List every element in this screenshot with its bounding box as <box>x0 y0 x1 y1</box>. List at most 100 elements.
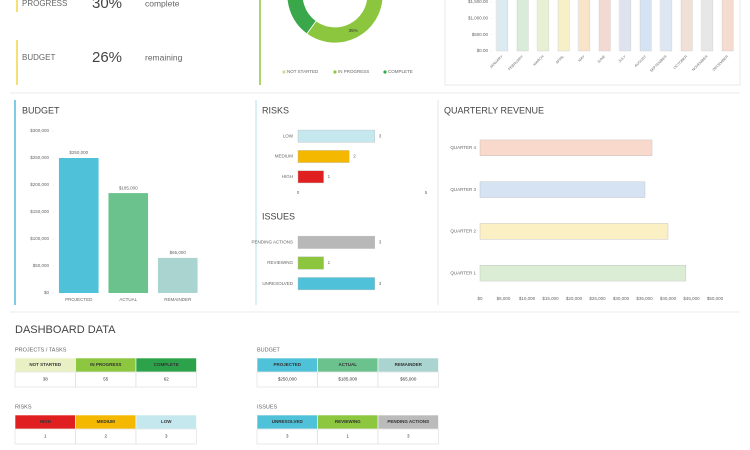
value-text: 3 <box>165 434 168 439</box>
value-cell <box>377 371 439 388</box>
x-tick-label: OCTOBER <box>673 54 689 70</box>
y-tick-label: QUARTER 1 <box>450 270 476 275</box>
y-tick-label: $50,000 <box>33 263 50 268</box>
y-tick-label: REVIEWING <box>267 260 293 265</box>
y-tick-label: $200,000 <box>30 182 49 187</box>
y-tick-label: MEDIUM <box>275 154 293 159</box>
value-label: 3 <box>379 133 382 138</box>
bar <box>479 181 646 198</box>
y-tick-label: QUARTER 4 <box>450 145 476 150</box>
value-text: 1 <box>346 434 349 439</box>
bar <box>680 0 693 52</box>
section-title: DASHBOARD DATA <box>15 324 116 336</box>
bar <box>297 129 376 143</box>
x-tick-label: ACTUAL <box>119 297 137 302</box>
bar <box>721 0 734 52</box>
bar <box>108 193 149 293</box>
panel-frames <box>10 0 741 313</box>
value-label: 1 <box>328 174 331 179</box>
value-label: $250,000 <box>69 150 88 155</box>
value-label: 3 <box>379 281 382 286</box>
header-text: HIGH <box>40 419 51 424</box>
x-tick-label: JULY <box>618 54 627 63</box>
x-tick-label: REMAINDER <box>164 297 192 302</box>
legend-marker <box>333 70 337 74</box>
bar <box>701 0 714 52</box>
y-tick-label: $1,500.00 <box>468 0 489 4</box>
value-text: $185,000 <box>338 377 357 382</box>
header-text: MEDIUM <box>97 419 115 424</box>
bar <box>297 150 350 163</box>
pie-slice <box>286 0 317 35</box>
value-label: $65,000 <box>170 250 187 255</box>
table-title: PROJECTS / TASKS <box>15 347 67 353</box>
bar <box>496 0 509 52</box>
y-tick-label: $0.00 <box>477 48 489 53</box>
bar <box>157 257 198 293</box>
header-text: REVIEWING <box>335 419 361 424</box>
bar <box>660 0 673 52</box>
legend-marker <box>383 70 387 74</box>
x-tick-label: $15,000 <box>542 296 559 301</box>
x-tick-label: SEPTEMBER <box>649 54 668 73</box>
x-tick-label: $20,000 <box>566 296 583 301</box>
bar <box>639 0 652 52</box>
value-text: 38 <box>43 377 49 382</box>
pie-slice <box>306 0 384 44</box>
y-tick-label: $500.00 <box>472 32 489 37</box>
bar <box>58 158 99 293</box>
chart-title: RISKS <box>262 105 289 115</box>
bar <box>297 277 376 291</box>
x-tick-label: DECEMBER <box>712 54 730 72</box>
legend-marker <box>282 70 286 74</box>
bar <box>297 170 324 184</box>
x-tick-label: PROJECTED <box>65 297 93 302</box>
header-text: NOT STARTED <box>29 362 61 367</box>
table-title: RISKS <box>15 404 32 410</box>
x-tick-label: JANUARY <box>489 54 504 69</box>
y-tick-label: LOW <box>283 133 294 138</box>
x-tick-label: NOVEMBER <box>691 54 709 72</box>
x-tick-label: $30,000 <box>613 296 630 301</box>
x-tick-label: $40,000 <box>660 296 677 301</box>
x-tick-label: $45,000 <box>683 296 700 301</box>
x-tick-label: JUNE <box>597 54 607 64</box>
table-title: ISSUES <box>257 404 278 410</box>
slice-label: 35% <box>349 28 358 33</box>
legend-label: COMPLETE <box>388 69 413 74</box>
chart-title: BUDGET <box>22 105 60 115</box>
y-tick-label: UNRESOLVED <box>262 281 293 286</box>
bar <box>479 264 687 282</box>
bar <box>516 0 529 52</box>
header-text: PENDING ACTIONS <box>387 419 429 424</box>
header-text: UNRESOLVED <box>272 419 304 424</box>
chart-title: ISSUES <box>262 211 295 221</box>
value-label: 2 <box>353 154 356 159</box>
header-text: COMPLETE <box>154 362 179 367</box>
y-tick-label: $0 <box>44 290 50 295</box>
kpi-value: 30% <box>92 0 122 12</box>
value-label: 3 <box>379 240 382 245</box>
value-text: 3 <box>407 434 410 439</box>
y-tick-label: $150,000 <box>30 209 49 214</box>
bar <box>557 0 570 52</box>
y-tick-label: QUARTER 3 <box>450 187 476 192</box>
x-tick-label: $5,000 <box>497 296 511 301</box>
value-cell <box>135 371 197 388</box>
y-tick-label: $300,000 <box>30 128 49 133</box>
header-text: ACTUAL <box>339 362 358 367</box>
bar <box>297 235 376 249</box>
value-text: 3 <box>286 434 289 439</box>
legend-label: NOT STARTED <box>287 69 319 74</box>
x-tick-label: $10,000 <box>519 296 536 301</box>
value-text: $250,000 <box>278 377 297 382</box>
y-tick-label: $100,000 <box>30 236 49 241</box>
bar <box>479 223 669 240</box>
x-tick-label: 5 <box>425 190 428 195</box>
bar <box>578 0 591 52</box>
value-text: 55 <box>103 377 109 382</box>
x-tick-label: $35,000 <box>636 296 653 301</box>
legend-label: IN PROGRESS <box>338 69 369 74</box>
header-text: REMAINDER <box>395 362 423 367</box>
